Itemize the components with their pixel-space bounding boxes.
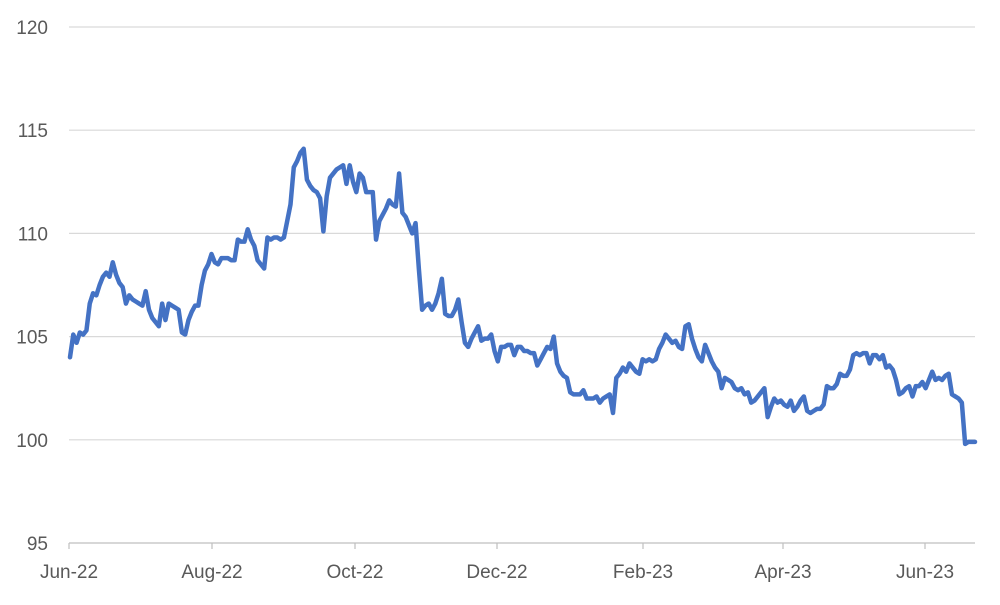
y-tick-label: 95	[27, 534, 48, 555]
x-axis-labels: Jun-22 Aug-22 Oct-22 Dec-22 Feb-23 Apr-23 Jun-…	[40, 562, 954, 583]
x-tick-label: Dec-22	[466, 562, 527, 583]
series-line	[67, 146, 978, 447]
x-tick-label: Jun-23	[896, 562, 954, 583]
x-axis	[68, 542, 975, 549]
y-tick-label: 105	[16, 328, 48, 349]
x-tick-label: Aug-22	[181, 562, 242, 583]
x-tick-label: Oct-22	[326, 562, 383, 583]
gridlines	[69, 26, 975, 441]
y-tick-label: 120	[16, 18, 48, 39]
y-tick-label: 115	[18, 121, 48, 142]
y-tick-label: 100	[16, 431, 48, 452]
y-axis-labels: 95 100 105 110 115 120	[16, 18, 48, 555]
x-tick-label: Jun-22	[40, 562, 98, 583]
x-tick-label: Apr-23	[754, 562, 811, 583]
y-tick-label: 110	[18, 224, 48, 245]
series-layer	[67, 146, 978, 447]
x-tick-label: Feb-23	[613, 562, 673, 583]
